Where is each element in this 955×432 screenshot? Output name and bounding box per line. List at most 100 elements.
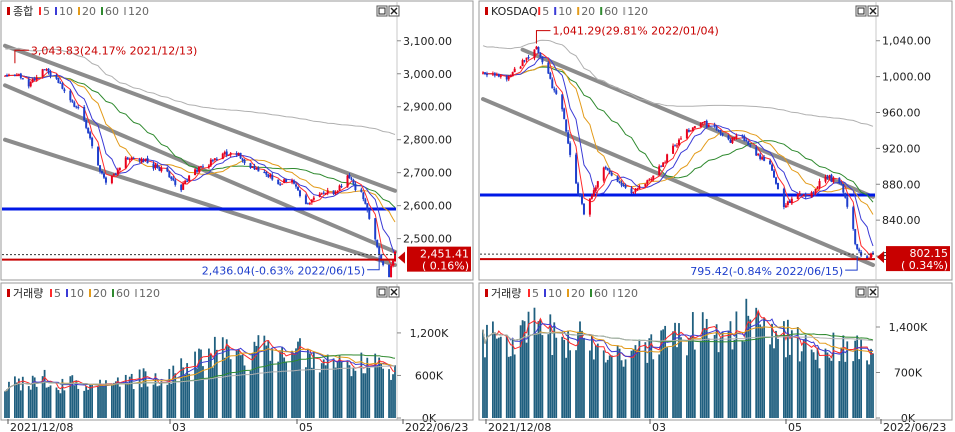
candle	[31, 78, 34, 83]
volume-bar	[142, 368, 145, 418]
volume-bar	[336, 361, 339, 418]
volume-bar	[31, 375, 34, 418]
candle	[211, 160, 214, 162]
candle	[298, 190, 301, 197]
volume-bar	[747, 315, 750, 418]
x-axis-label: 2022/06/23	[883, 421, 946, 432]
candle	[388, 264, 391, 278]
candle	[513, 68, 516, 72]
ma10-line	[4, 74, 396, 255]
volume-bar	[235, 350, 238, 418]
volume-bar	[198, 348, 200, 418]
candle	[505, 76, 508, 80]
candle	[380, 254, 383, 261]
volume-bar	[27, 386, 30, 418]
volume-bar	[318, 372, 321, 418]
vol-ma10-line	[4, 346, 396, 392]
volume-bar	[253, 341, 256, 418]
volume-bar	[35, 386, 38, 418]
price-window-buttons	[855, 5, 879, 17]
candle	[61, 83, 64, 89]
volume-bar	[83, 390, 86, 418]
volume-legend-ma-swatch	[544, 289, 546, 297]
candle	[69, 90, 72, 101]
candle	[201, 166, 204, 168]
volume-bar	[616, 345, 619, 418]
volume-restore-button[interactable]	[376, 286, 388, 298]
volume-legend-ma-swatch	[590, 289, 592, 297]
volume-bar	[221, 337, 224, 418]
volume-legend-ma-swatch	[613, 289, 615, 297]
volume-legend-ma-label: 10	[70, 287, 84, 300]
volume-bar	[608, 355, 611, 418]
candle	[539, 53, 542, 58]
volume-bar	[223, 357, 226, 418]
price-restore-button[interactable]	[855, 5, 867, 17]
volume-bar	[340, 361, 343, 418]
price-legend: 종합 5 10 20 60 120	[7, 5, 149, 18]
candle	[610, 172, 613, 176]
candle	[648, 179, 651, 181]
volume-bar	[699, 340, 702, 418]
volume-bar	[180, 358, 183, 418]
candle	[535, 46, 538, 50]
candle	[277, 179, 280, 185]
candle	[741, 135, 744, 137]
candle	[15, 75, 18, 77]
candle	[241, 158, 244, 161]
volume-bar	[14, 376, 16, 418]
candle	[852, 207, 855, 229]
candle	[101, 171, 104, 174]
candle	[182, 183, 185, 190]
volume-bar	[374, 353, 377, 418]
volume-legend-name: 거래량	[491, 287, 521, 300]
volume-bar	[486, 324, 488, 418]
candle	[727, 135, 730, 140]
volume-bar	[719, 337, 722, 418]
volume-axis-label: 1,200K	[410, 327, 449, 340]
volume-axis-label: 700K	[894, 367, 923, 380]
candle	[196, 170, 199, 172]
volume-bar	[229, 359, 232, 418]
volume-bar	[71, 375, 74, 418]
candle	[346, 175, 349, 188]
volume-bar	[332, 358, 335, 418]
volume-bar	[581, 330, 583, 418]
volume-bar	[868, 364, 870, 418]
volume-bar	[771, 323, 773, 418]
volume-bar	[380, 363, 383, 418]
price-legend-ma-label: 20	[581, 5, 595, 18]
volume-bar	[666, 347, 669, 418]
candle	[332, 190, 335, 195]
candle	[691, 127, 694, 131]
volume-bar	[156, 386, 159, 418]
candle	[632, 192, 635, 194]
candle	[630, 188, 633, 193]
candle	[854, 229, 857, 245]
candle	[594, 187, 597, 191]
candle	[537, 47, 540, 54]
volume-bar	[533, 307, 536, 418]
price-restore-button[interactable]	[376, 5, 388, 17]
volume-bar	[324, 365, 327, 418]
candle	[114, 173, 117, 175]
price-legend-ma-label: 60	[105, 5, 119, 18]
candle	[561, 94, 564, 110]
high-marker	[535, 30, 551, 44]
volume-bar	[116, 377, 119, 418]
candle	[308, 203, 311, 205]
price-axis-label: 840.00	[882, 214, 921, 227]
volume-restore-button[interactable]	[855, 286, 867, 298]
volume-bars	[4, 335, 396, 418]
candle	[340, 186, 343, 188]
candles	[482, 45, 874, 261]
volume-legend-ma-swatch	[89, 289, 91, 297]
candle	[567, 132, 570, 144]
volume-bar	[860, 339, 863, 418]
volume-bar	[257, 335, 260, 418]
candle	[784, 205, 787, 208]
volume-bar	[271, 348, 274, 418]
volume-bar	[61, 378, 64, 418]
candle	[509, 75, 512, 77]
candle	[575, 154, 578, 184]
